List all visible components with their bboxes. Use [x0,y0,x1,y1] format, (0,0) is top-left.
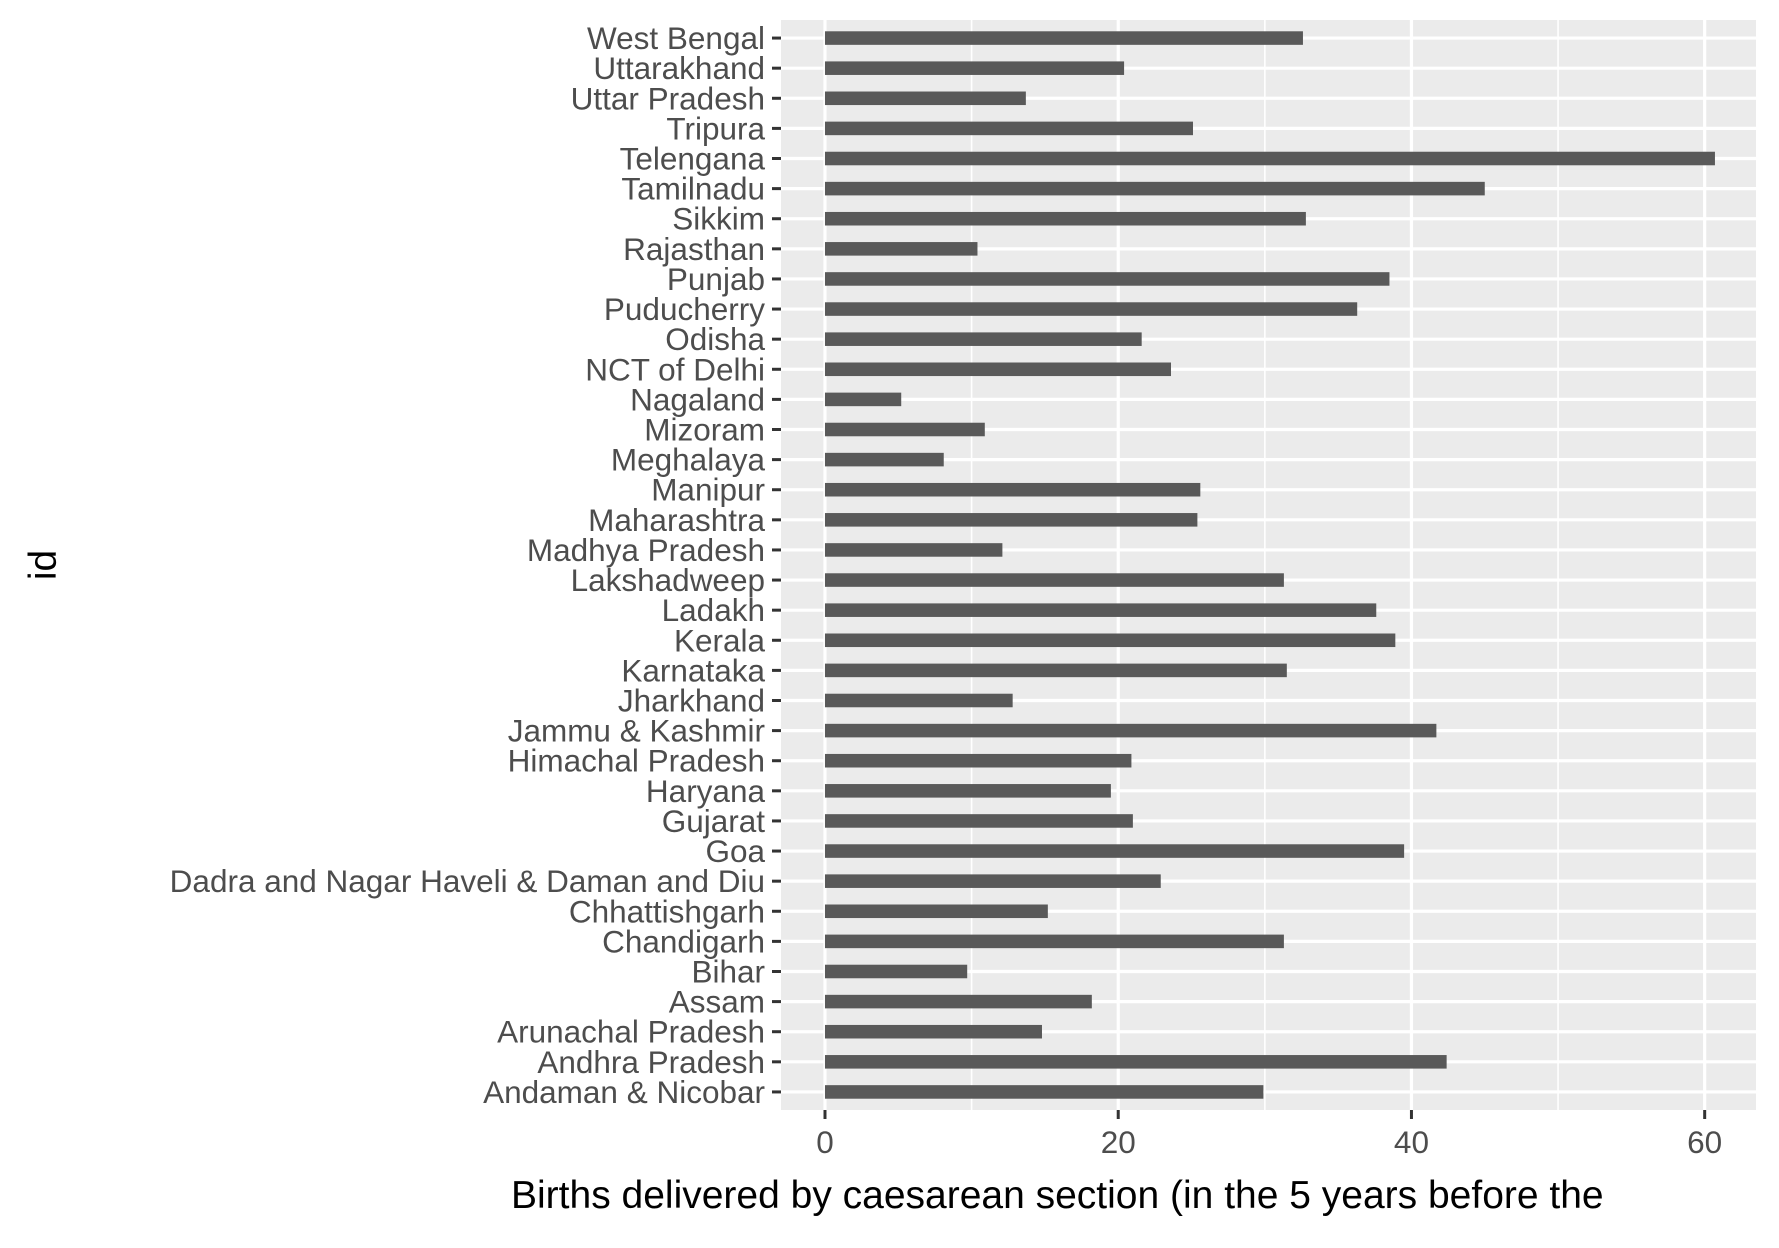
x-tick-label: 60 [1687,1124,1722,1160]
y-tick-label: Chhattishgarh [569,893,765,929]
y-tick-label: Andaman & Nicobar [483,1074,765,1110]
bar [824,603,1377,617]
bar [824,904,1048,919]
bar [824,573,1284,587]
bar [824,753,1132,768]
bar [824,964,968,979]
bars [824,31,1715,1099]
bar [824,513,1198,527]
bar [824,693,1013,708]
y-tick-label: Lakshadweep [571,562,765,598]
y-tick-label: NCT of Delhi [585,351,765,387]
bar [824,1085,1264,1099]
bar [824,392,902,407]
y-tick-label: West Bengal [587,20,765,56]
bar [824,663,1287,678]
y-tick-label: Mizoram [644,412,765,448]
bar [824,844,1405,858]
y-tick-label: Meghalaya [611,442,766,478]
y-tick-label: Maharashtra [588,502,765,538]
y-tick-label: Ladakh [662,592,765,628]
grid-lines [781,20,1756,1110]
y-tick-label: Rajasthan [623,231,765,267]
y-tick-label: Nagaland [630,381,765,417]
y-tick-label: Uttarakhand [593,50,765,86]
x-tick-label: 20 [1101,1124,1136,1160]
plot-panel [781,20,1756,1110]
bar [824,242,978,256]
y-axis-title: id [22,550,65,580]
y-tick-label: Madhya Pradesh [527,532,765,568]
bar [824,633,1396,648]
y-tick-label: Dadra and Nagar Haveli & Daman and Diu [170,863,765,899]
y-tick-label: Bihar [691,953,765,989]
bar [824,482,1201,497]
bar [824,814,1133,828]
bar [824,723,1437,738]
bar [824,994,1092,1009]
y-tick-label: Andhra Pradesh [537,1044,765,1080]
bar [824,302,1358,316]
y-tick-label: Jharkhand [618,682,765,718]
y-tick-label: Chandigarh [602,923,765,959]
bar [824,332,1142,346]
y-tick-label: Goa [705,833,765,869]
x-tick-label: 0 [816,1124,834,1160]
bar [824,181,1485,196]
y-tick-label: Tripura [666,110,765,146]
y-tick-label: Sikkim [672,201,765,237]
bar [824,543,1003,557]
bar [824,61,1125,75]
bar [824,452,944,467]
bar [824,272,1390,286]
x-tick-label: 40 [1394,1124,1429,1160]
bar [824,151,1715,166]
bar [824,874,1161,888]
bar [824,934,1284,949]
bar [824,784,1111,798]
x-axis: 0 20 40 60 [816,1110,1722,1160]
y-tick-label: Haryana [646,773,766,809]
y-tick-label: Karnataka [621,652,765,688]
bar [824,31,1303,45]
y-tick-label: Assam [669,984,765,1020]
y-tick-label: Jammu & Kashmir [508,713,765,749]
y-tick-label: Himachal Pradesh [508,743,765,779]
y-tick-label: Manipur [651,472,765,508]
y-tick-label: Tamilnadu [621,171,765,207]
x-axis-title: Births delivered by caesarean section (i… [511,1174,1604,1217]
y-tick-label: Odisha [665,321,765,357]
y-tick-label: Gujarat [662,803,766,839]
y-tick-label: Punjab [667,261,765,297]
y-tick-label: Puducherry [604,291,765,327]
y-tick-label: Arunachal Pradesh [497,1014,765,1050]
bar [824,1024,1042,1039]
bar [824,422,985,437]
panel-background [781,20,1756,1110]
y-tick-label: Telengana [620,141,766,177]
bar [824,362,1171,377]
y-tick-label: Uttar Pradesh [571,80,765,116]
bar [824,91,1026,106]
bar [824,1055,1447,1069]
y-tick-label: Kerala [674,622,766,658]
bar [824,211,1306,226]
bar [824,121,1193,136]
